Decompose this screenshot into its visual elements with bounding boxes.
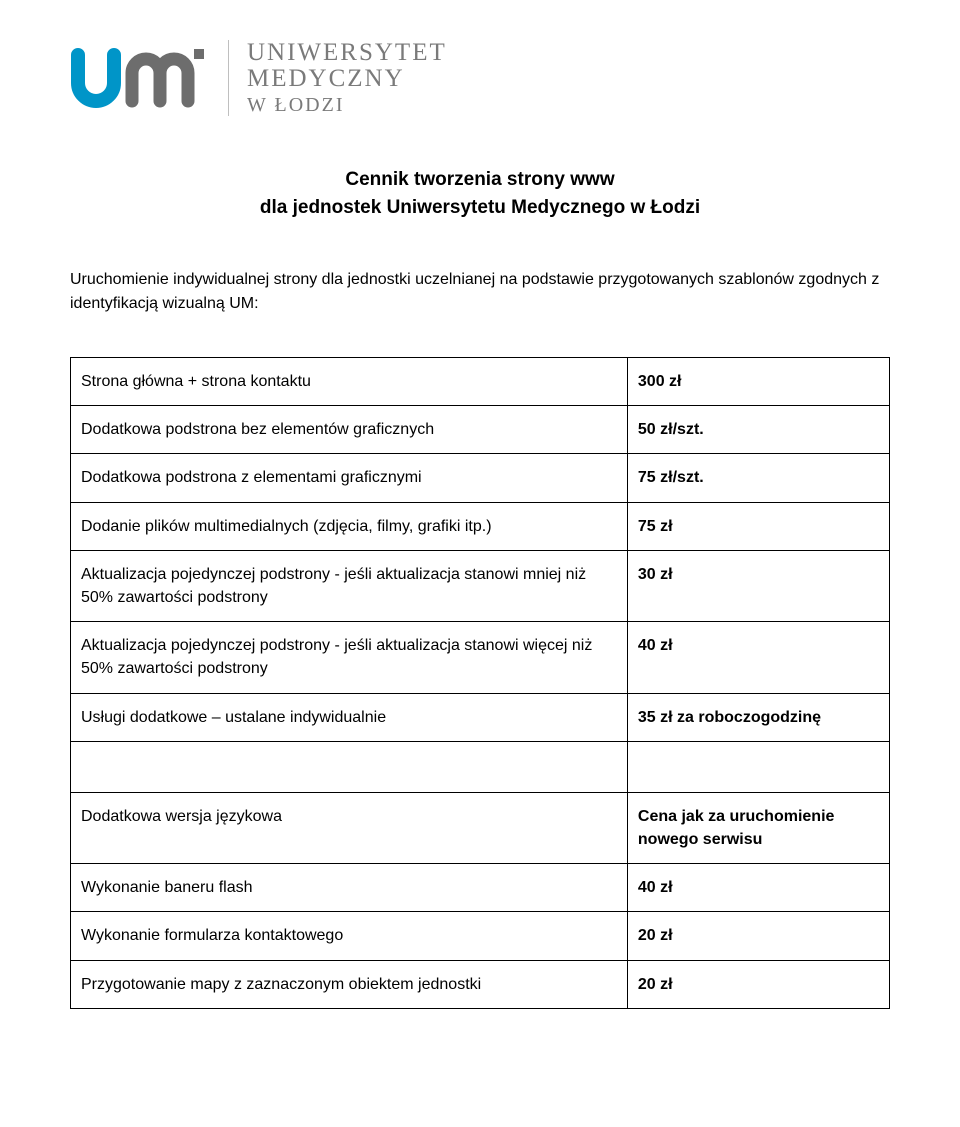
table-row: Dodatkowa podstrona bez elementów grafic… — [71, 406, 890, 454]
table-row: Dodatkowa wersja językowa Cena jak za ur… — [71, 792, 890, 863]
desc-cell: Usługi dodatkowe – ustalane indywidualni… — [71, 693, 628, 741]
price-cell: 20 zł — [627, 912, 889, 960]
price-cell: 30 zł — [627, 550, 889, 621]
table-row: Przygotowanie mapy z zaznaczonym obiekte… — [71, 960, 890, 1008]
desc-cell: Aktualizacja pojedynczej podstrony - jeś… — [71, 622, 628, 693]
title-line-2: dla jednostek Uniwersytetu Medycznego w … — [70, 194, 890, 223]
desc-cell: Strona główna + strona kontaktu — [71, 358, 628, 406]
spacer-cell — [71, 741, 628, 792]
pricing-table: Strona główna + strona kontaktu 300 zł D… — [70, 357, 890, 1009]
price-cell: 75 zł — [627, 502, 889, 550]
spacer-cell — [627, 741, 889, 792]
price-cell: 35 zł za roboczogodzinę — [627, 693, 889, 741]
spacer-row — [71, 741, 890, 792]
price-cell: 40 zł — [627, 864, 889, 912]
intro-paragraph: Uruchomienie indywidualnej strony dla je… — [70, 268, 890, 318]
desc-cell: Dodatkowa podstrona z elementami graficz… — [71, 454, 628, 502]
logo-line-3: W ŁODZI — [247, 95, 447, 116]
desc-cell: Wykonanie baneru flash — [71, 864, 628, 912]
logo-line-1: UNIWERSYTET — [247, 40, 447, 66]
desc-cell: Dodatkowa podstrona bez elementów grafic… — [71, 406, 628, 454]
document-page: UNIWERSYTET MEDYCZNY W ŁODZI Cennik twor… — [0, 0, 960, 1069]
price-cell: 75 zł/szt. — [627, 454, 889, 502]
table-row: Wykonanie baneru flash 40 zł — [71, 864, 890, 912]
logo-text: UNIWERSYTET MEDYCZNY W ŁODZI — [228, 40, 447, 116]
price-cell: Cena jak za uruchomienie nowego serwisu — [627, 792, 889, 863]
um-logo-icon — [70, 43, 210, 113]
table-row: Strona główna + strona kontaktu 300 zł — [71, 358, 890, 406]
header-logo: UNIWERSYTET MEDYCZNY W ŁODZI — [70, 40, 890, 116]
desc-cell: Dodatkowa wersja językowa — [71, 792, 628, 863]
table-row: Dodatkowa podstrona z elementami graficz… — [71, 454, 890, 502]
price-cell: 300 zł — [627, 358, 889, 406]
table-row: Aktualizacja pojedynczej podstrony - jeś… — [71, 550, 890, 621]
title-line-1: Cennik tworzenia strony www — [70, 166, 890, 195]
document-title: Cennik tworzenia strony www dla jednoste… — [70, 166, 890, 223]
table-row: Aktualizacja pojedynczej podstrony - jeś… — [71, 622, 890, 693]
desc-cell: Aktualizacja pojedynczej podstrony - jeś… — [71, 550, 628, 621]
table-row: Usługi dodatkowe – ustalane indywidualni… — [71, 693, 890, 741]
logo-line-2: MEDYCZNY — [247, 66, 447, 92]
desc-cell: Dodanie plików multimedialnych (zdjęcia,… — [71, 502, 628, 550]
table-row: Dodanie plików multimedialnych (zdjęcia,… — [71, 502, 890, 550]
table-row: Wykonanie formularza kontaktowego 20 zł — [71, 912, 890, 960]
desc-cell: Wykonanie formularza kontaktowego — [71, 912, 628, 960]
desc-cell: Przygotowanie mapy z zaznaczonym obiekte… — [71, 960, 628, 1008]
price-cell: 20 zł — [627, 960, 889, 1008]
price-cell: 40 zł — [627, 622, 889, 693]
price-cell: 50 zł/szt. — [627, 406, 889, 454]
